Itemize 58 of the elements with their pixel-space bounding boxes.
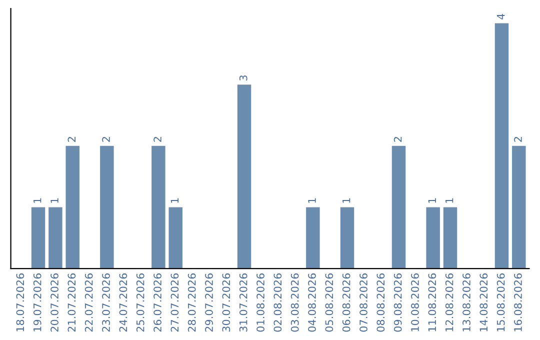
bar [306,207,320,269]
bar [494,23,509,269]
x-tick-label: 29.07.2026 [205,273,213,332]
x-tick-label: 14.08.2026 [480,273,488,332]
x-tick-label: 26.07.2026 [154,273,162,332]
data-label: 1 [170,198,178,203]
data-label: 1 [446,198,454,203]
x-tick-label: 23.07.2026 [102,273,110,332]
x-tick-label: 03.08.2026 [290,273,299,332]
x-tick-label: 24.07.2026 [119,273,128,332]
x-tick-label: 19.07.2026 [33,273,42,332]
data-label: 1 [50,198,58,203]
x-tick-label: 31.07.2026 [239,273,248,332]
bar [426,207,440,269]
data-label: 3 [239,75,248,80]
x-tick-label: 07.08.2026 [360,273,368,332]
bar [66,146,80,269]
data-label: 2 [394,137,402,142]
data-label: 1 [428,198,436,203]
x-tick-label: 27.07.2026 [170,273,179,332]
x-tick-label: 10.08.2026 [411,273,419,332]
x-tick-label: 12.08.2026 [445,273,454,332]
bar [512,146,526,269]
data-label: 2 [154,137,162,142]
x-tick-label: 21.07.2026 [68,273,76,332]
data-label: 2 [68,137,76,142]
data-label: 2 [514,137,522,142]
x-tick-label: 02.08.2026 [274,273,282,332]
data-label: 4 [497,14,505,20]
x-tick-label: 05.08.2026 [325,273,334,332]
bar [100,146,114,269]
bar [237,84,252,269]
x-tick-label: 11.08.2026 [428,273,436,332]
x-tick-label: 15.08.2026 [496,273,505,332]
bar [392,146,406,269]
x-tick-label: 01.08.2026 [256,273,264,332]
bar [340,207,354,269]
x-tick-label: 09.08.2026 [394,273,402,332]
x-tick-label: 04.08.2026 [308,273,316,332]
bar [48,207,62,269]
x-tick-label: 22.07.2026 [84,273,93,332]
x-tick-label: 18.07.2026 [16,273,24,332]
data-label: 1 [308,198,316,203]
bar [31,207,46,269]
bar [152,146,166,269]
x-tick-label: 28.07.2026 [188,273,196,332]
x-tick-label: 16.08.2026 [514,273,522,332]
x-tick-label: 30.07.2026 [222,273,230,332]
data-label: 1 [342,198,350,203]
x-tick-label: 13.08.2026 [462,273,470,332]
x-tick-label: 06.08.2026 [342,273,350,332]
data-label: 1 [34,198,42,203]
bar [443,207,458,269]
x-tick-label: 08.08.2026 [376,273,385,332]
x-tick-label: 25.07.2026 [136,273,144,332]
x-tick-label: 20.07.2026 [50,273,58,332]
bar [168,207,182,269]
data-label: 2 [102,137,110,142]
